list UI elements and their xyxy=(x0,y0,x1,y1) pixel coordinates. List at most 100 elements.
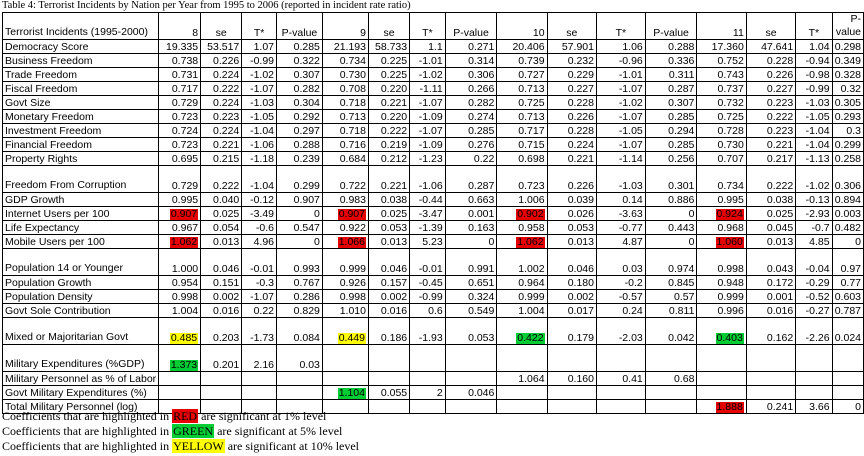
table-cell: 0.220 xyxy=(367,81,411,96)
table-cell: 1.062 xyxy=(158,234,202,249)
legend-line: Coefficients that are highlighted in GRE… xyxy=(2,424,359,439)
table-cell xyxy=(158,371,202,386)
table-cell: 0.301 xyxy=(644,165,698,193)
table-cell xyxy=(745,344,797,372)
table-cell: 0.046 xyxy=(546,248,597,276)
table-cell: 0.305 xyxy=(831,95,864,110)
table-cell: 0.226 xyxy=(200,53,243,68)
table-cell: 0.328 xyxy=(831,67,864,82)
table-row: Business Freedom 0.738 0.226 -0.99 0.322 0.73… xyxy=(1,53,864,68)
table-row: Mobile Users per 100 1.062 0.013 4.96 0 1.066… xyxy=(1,234,864,249)
table-cell: 0.926 xyxy=(321,275,369,290)
header-cell: 10 xyxy=(496,12,548,40)
table-row: Freedom From Corruption 0.729 0.222 -1.04 0.… xyxy=(1,165,864,193)
legend-color-key: YELLOW xyxy=(172,439,225,453)
table-cell: 4.87 xyxy=(595,234,646,249)
table-cell: 0.993 xyxy=(276,248,323,276)
table-cell: -1.14 xyxy=(595,151,646,166)
table-cell: -1.18 xyxy=(241,151,278,166)
table-cell: 0.549 xyxy=(444,303,498,318)
table-cell xyxy=(546,344,597,372)
table-cell: -1.09 xyxy=(409,109,446,124)
table-cell: 0.223 xyxy=(200,109,243,124)
table-cell: 0 xyxy=(276,206,323,221)
table-cell: 0.739 xyxy=(496,53,548,68)
table-cell: -1.07 xyxy=(241,289,278,304)
table-row: Govt Size 0.729 0.224 -1.03 0.304 0.718 0.221-… xyxy=(1,95,864,110)
table-cell: 0.043 xyxy=(745,248,797,276)
table-cell: 0 xyxy=(644,206,698,221)
table-cell: 0.224 xyxy=(200,67,243,82)
table-cell: 0.724 xyxy=(158,123,202,138)
table-cell: 0.743 xyxy=(696,67,747,82)
header-cell: P-value xyxy=(644,12,698,40)
table-cell: 0.718 xyxy=(321,95,369,110)
table-cell: 0.954 xyxy=(158,275,202,290)
table-cell xyxy=(367,399,411,414)
table-cell: 0.172 xyxy=(745,275,797,290)
table-cell: 0.999 xyxy=(696,289,747,304)
table-cell xyxy=(831,371,864,386)
table-cell xyxy=(696,385,747,400)
table-cell: 0.151 xyxy=(200,275,243,290)
table-cell: 1.000 xyxy=(158,248,202,276)
table-cell: 58.733 xyxy=(367,39,411,54)
highlighted-coefficient: 0.403 xyxy=(715,332,744,344)
table-cell: 57.901 xyxy=(546,39,597,54)
table-cell: 0.725 xyxy=(496,95,548,110)
table-cell: 20.406 xyxy=(496,39,548,54)
row-label: Property Rights xyxy=(1,151,160,166)
table-cell: 0.907 xyxy=(158,206,202,221)
table-cell: -3.47 xyxy=(409,206,446,221)
table-cell: 0.299 xyxy=(276,165,323,193)
table-cell: 0 xyxy=(276,234,323,249)
table-cell: 2.16 xyxy=(241,344,278,372)
table-cell: 0.22 xyxy=(241,303,278,318)
table-cell: 0.97 xyxy=(831,248,864,276)
table-cell: 0.958 xyxy=(496,220,548,235)
row-label: Life Expectancy xyxy=(1,220,160,235)
table-cell: 0.995 xyxy=(696,192,747,207)
table-cell: 0.998 xyxy=(696,248,747,276)
row-label: Trade Freedom xyxy=(1,67,160,82)
table-cell xyxy=(276,385,323,400)
table-cell: -0.13 xyxy=(795,192,833,207)
table-cell: 0.285 xyxy=(644,137,698,152)
legend-line: Coefficients that are highlighted in YEL… xyxy=(2,439,359,454)
table-cell: 0.723 xyxy=(158,109,202,124)
table-cell: 1.888 xyxy=(696,399,747,414)
table-cell: -0.99 xyxy=(241,53,278,68)
table-cell: 0.293 xyxy=(831,109,864,124)
table-caption: Table 4: Terrorist Incidents by Nation p… xyxy=(2,0,411,11)
highlighted-coefficient: 0.902 xyxy=(516,208,545,220)
table-row: Trade Freedom 0.731 0.224 -1.02 0.307 0.730 0.… xyxy=(1,67,864,82)
table-cell: 0.3 xyxy=(831,123,864,138)
table-cell: -1.03 xyxy=(595,165,646,193)
table-cell: 0.722 xyxy=(321,165,369,193)
table-cell: 0.349 xyxy=(831,53,864,68)
table-cell: 0.282 xyxy=(276,81,323,96)
table-cell: 0.314 xyxy=(444,53,498,68)
table-cell: 0.046 xyxy=(367,248,411,276)
table-cell: 0.222 xyxy=(367,123,411,138)
table-cell: 0.287 xyxy=(444,165,498,193)
row-label: Business Freedom xyxy=(1,53,160,68)
table-cell: 0.258 xyxy=(831,151,864,166)
table-cell: 1.004 xyxy=(496,303,548,318)
table-cell: 0.227 xyxy=(745,81,797,96)
table-cell: 4.96 xyxy=(241,234,278,249)
table-cell: 0.738 xyxy=(158,53,202,68)
table-cell: -2.93 xyxy=(795,206,833,221)
table-cell xyxy=(200,399,243,414)
table-cell: 1.373 xyxy=(158,344,202,372)
table-row: Military Expenditures (%GDP) 1.373 0.201 2.… xyxy=(1,344,864,372)
table-cell: 0.241 xyxy=(745,399,797,414)
header-row: Terrorist Incidents (1995-2000) 8 se T* P-va… xyxy=(1,12,864,40)
table-cell: 0.221 xyxy=(745,137,797,152)
header-cell: P-value xyxy=(831,12,864,40)
table-cell: 2 xyxy=(409,385,446,400)
table-cell xyxy=(595,344,646,372)
table-cell: -1.07 xyxy=(409,95,446,110)
table-cell: 0.6 xyxy=(409,303,446,318)
table-cell: 1.06 xyxy=(595,39,646,54)
